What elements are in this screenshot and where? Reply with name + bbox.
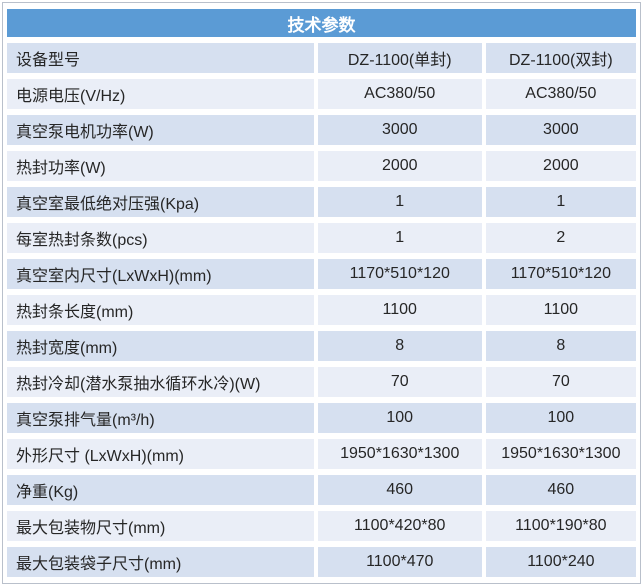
param-value-cell: DZ-1100(双封)	[485, 43, 636, 73]
param-label-cell: 最大包装物尺寸(mm)	[7, 511, 314, 541]
param-label-cell: 电源电压(V/Hz)	[7, 79, 314, 109]
technical-parameters-table: 技术参数 设备型号 DZ-1100(单封) DZ-1100(双封) 电源电压(V/Hz…	[3, 3, 640, 583]
param-value-cell: 8	[485, 331, 636, 361]
param-label-cell: 真空室内尺寸(LxWxH)(mm)	[7, 259, 314, 289]
param-value-cell: 2	[485, 223, 636, 253]
param-value-cell: 70	[485, 367, 636, 397]
table-title: 技术参数	[7, 9, 636, 37]
table-row: 热封冷却(潜水泵抽水循环水冷)(W) 70 70	[7, 367, 636, 397]
param-value-cell: 100	[317, 403, 482, 433]
param-value-cell: 460	[317, 475, 482, 505]
param-value-cell: 3000	[317, 115, 482, 145]
param-label-cell: 每室热封条数(pcs)	[7, 223, 314, 253]
spec-table-body: 技术参数 设备型号 DZ-1100(单封) DZ-1100(双封) 电源电压(V/Hz…	[7, 9, 636, 577]
table-row: 真空室最低绝对压强(Kpa) 1 1	[7, 187, 636, 217]
param-label-cell: 最大包装袋子尺寸(mm)	[7, 547, 314, 577]
param-value-cell: 1	[317, 187, 482, 217]
param-label-cell: 热封功率(W)	[7, 151, 314, 181]
table-row: 设备型号 DZ-1100(单封) DZ-1100(双封)	[7, 43, 636, 73]
param-value-cell: 1	[317, 223, 482, 253]
param-label-cell: 热封宽度(mm)	[7, 331, 314, 361]
param-value-cell: 2000	[485, 151, 636, 181]
param-value-cell: AC380/50	[317, 79, 482, 109]
table-row: 热封功率(W) 2000 2000	[7, 151, 636, 181]
param-value-cell: 1170*510*120	[485, 259, 636, 289]
param-label-cell: 热封条长度(mm)	[7, 295, 314, 325]
param-label-cell: 真空室最低绝对压强(Kpa)	[7, 187, 314, 217]
param-value-cell: 1950*1630*1300	[317, 439, 482, 469]
param-label-cell: 外形尺寸 (LxWxH)(mm)	[7, 439, 314, 469]
param-value-cell: 100	[485, 403, 636, 433]
param-value-cell: 460	[485, 475, 636, 505]
param-value-cell: 1100*420*80	[317, 511, 482, 541]
param-value-cell: 1100*190*80	[485, 511, 636, 541]
param-label-cell: 真空泵排气量(m³/h)	[7, 403, 314, 433]
param-label-cell: 真空泵电机功率(W)	[7, 115, 314, 145]
table-row: 真空泵排气量(m³/h) 100 100	[7, 403, 636, 433]
param-value-cell: 1100*240	[485, 547, 636, 577]
param-value-cell: 1100	[485, 295, 636, 325]
table-row: 热封条长度(mm) 1100 1100	[7, 295, 636, 325]
table-row: 外形尺寸 (LxWxH)(mm) 1950*1630*1300 1950*1630*…	[7, 439, 636, 469]
param-value-cell: AC380/50	[485, 79, 636, 109]
table-row: 最大包装袋子尺寸(mm) 1100*470 1100*240	[7, 547, 636, 577]
param-value-cell: 1100*470	[317, 547, 482, 577]
param-value-cell: 1170*510*120	[317, 259, 482, 289]
param-value-cell: 3000	[485, 115, 636, 145]
table-row: 热封宽度(mm) 8 8	[7, 331, 636, 361]
param-label-cell: 净重(Kg)	[7, 475, 314, 505]
table-row: 最大包装物尺寸(mm) 1100*420*80 1100*190*80	[7, 511, 636, 541]
table-row: 净重(Kg) 460 460	[7, 475, 636, 505]
param-label-cell: 热封冷却(潜水泵抽水循环水冷)(W)	[7, 367, 314, 397]
table-row: 真空室内尺寸(LxWxH)(mm) 1170*510*120 1170*510*12…	[7, 259, 636, 289]
param-value-cell: 1100	[317, 295, 482, 325]
table-row: 真空泵电机功率(W) 3000 3000	[7, 115, 636, 145]
param-value-cell: 70	[317, 367, 482, 397]
table-row: 每室热封条数(pcs) 1 2	[7, 223, 636, 253]
table-title-row: 技术参数	[7, 9, 636, 37]
param-value-cell: 1950*1630*1300	[485, 439, 636, 469]
table-row: 电源电压(V/Hz) AC380/50 AC380/50	[7, 79, 636, 109]
param-value-cell: 2000	[317, 151, 482, 181]
param-value-cell: 8	[317, 331, 482, 361]
param-label-cell: 设备型号	[7, 43, 314, 73]
param-value-cell: DZ-1100(单封)	[317, 43, 482, 73]
param-value-cell: 1	[485, 187, 636, 217]
